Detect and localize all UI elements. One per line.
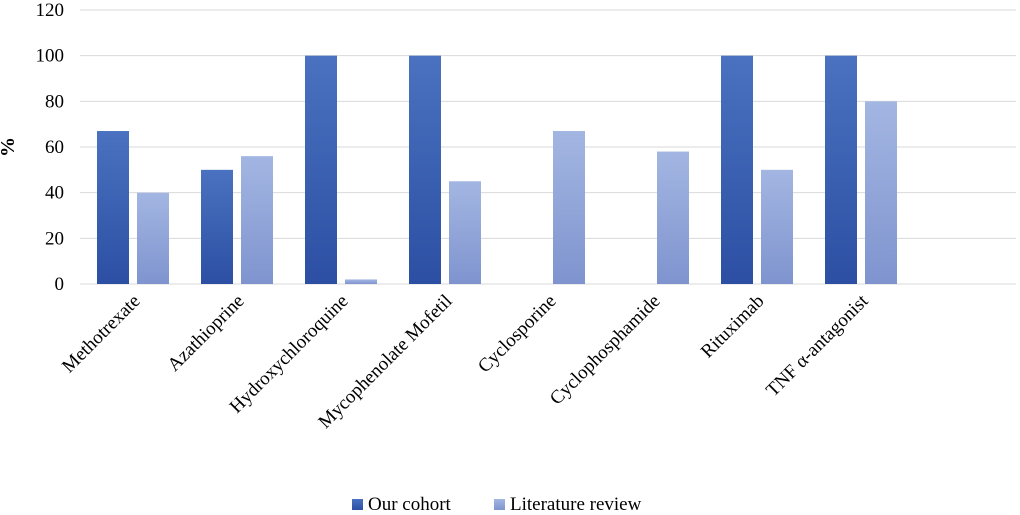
bar-literature-review	[241, 156, 273, 284]
y-tick-label: 60	[45, 137, 64, 158]
bar-literature-review	[657, 151, 689, 284]
y-tick-label: 120	[36, 0, 65, 21]
y-axis-title: %	[0, 137, 19, 157]
y-tick-label: 80	[45, 91, 64, 112]
x-tick-label: Cyclosporine	[474, 291, 560, 377]
bar-our-cohort	[409, 55, 441, 284]
x-tick-label: TNF α-antagonist	[762, 290, 873, 401]
y-tick-label: 20	[45, 228, 64, 249]
bar-literature-review	[553, 131, 585, 284]
y-tick-label: 40	[45, 183, 64, 204]
bar-literature-review	[137, 192, 169, 284]
y-tick-label: 0	[55, 274, 65, 295]
bar-our-cohort	[97, 131, 129, 284]
bar-literature-review	[449, 181, 481, 284]
legend-label: Our cohort	[368, 494, 452, 515]
legend-label: Literature review	[510, 494, 642, 515]
legend: Our cohort Literature review	[352, 494, 642, 515]
bars	[97, 55, 897, 284]
x-tick-label: Cyclophosphamide	[546, 291, 665, 410]
bar-literature-review	[865, 101, 897, 284]
bar-literature-review	[761, 169, 793, 284]
legend-swatch	[494, 499, 505, 510]
bar-our-cohort	[305, 55, 337, 284]
x-tick-label: Methotrexate	[58, 291, 144, 377]
bar-our-cohort	[721, 55, 753, 284]
y-axis-ticks: 0 20 40 60 80 100 120	[36, 0, 65, 295]
bar-our-cohort	[201, 169, 233, 284]
y-tick-label: 100	[36, 46, 65, 67]
x-tick-label: Rituximab	[697, 291, 769, 363]
x-axis-ticks: Methotrexate AzathioprineHydroxychloroqui…	[58, 290, 873, 433]
bar-literature-review	[345, 279, 377, 284]
x-tick-label: Azathioprine	[164, 291, 249, 376]
bar-our-cohort	[825, 55, 857, 284]
legend-swatch	[352, 499, 363, 510]
gridlines	[80, 9, 1016, 285]
